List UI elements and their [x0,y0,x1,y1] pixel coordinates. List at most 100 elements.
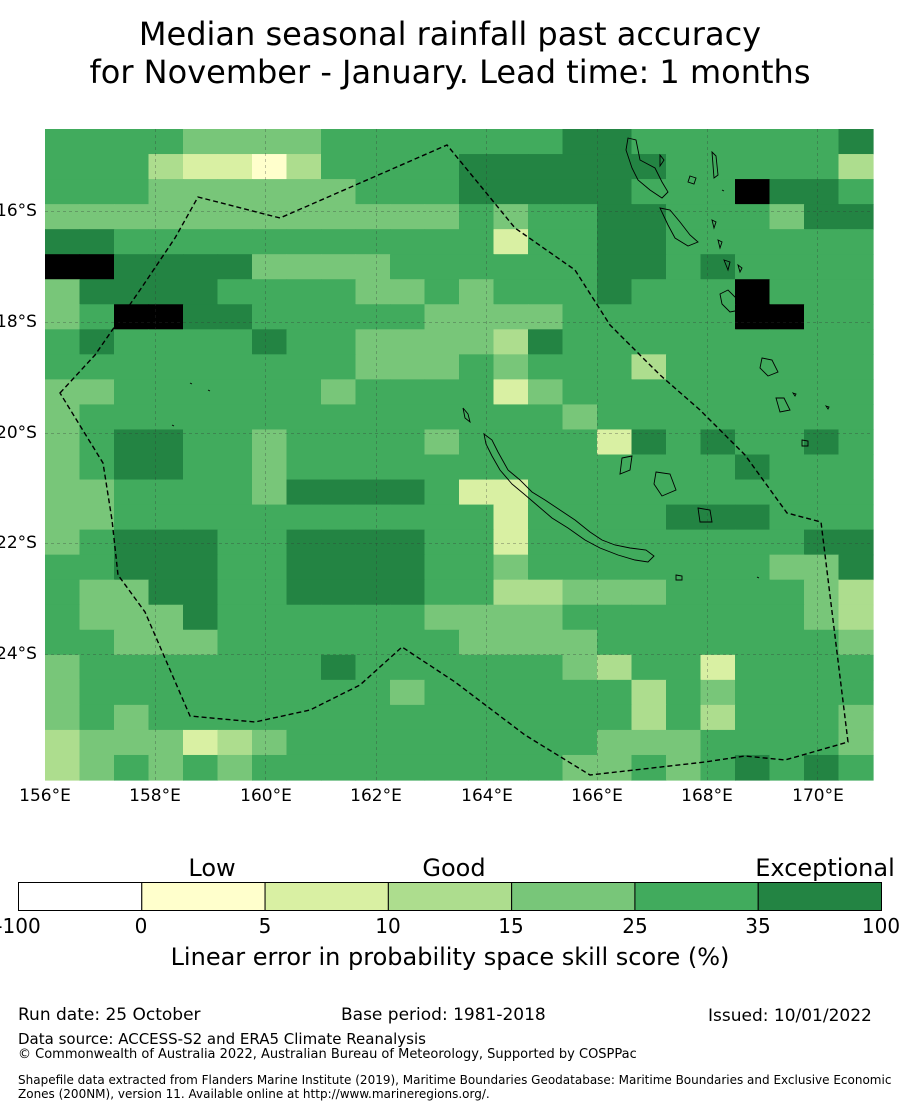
skill-cell [804,229,840,255]
skill-cell [217,479,253,506]
skill-cell [424,179,460,205]
skill-cell [804,704,840,731]
skill-cell [321,554,357,581]
skill-cell [148,129,184,155]
skill-cell [528,554,564,581]
skill-cell [700,704,736,731]
skill-cell [459,579,495,606]
skill-cell [217,579,253,606]
skill-cell [838,179,874,205]
skill-cell [838,579,874,606]
skill-cell [424,729,460,756]
skill-cell [562,504,598,531]
skill-cell [45,304,81,330]
skill-cell [321,379,357,406]
lon-label-166: 166°E [571,786,623,806]
skill-cell [562,529,598,556]
skill-cell [217,229,253,255]
skill-cell [493,154,529,180]
skill-cell [114,704,150,731]
skill-cell [321,129,357,155]
skill-cell [217,254,253,280]
skill-cell [597,754,633,781]
skill-cell [804,654,840,681]
skill-cell [321,729,357,756]
vanuatu-coast [625,137,830,447]
skill-cell [528,579,564,606]
skill-cell [183,554,219,581]
skill-cell [321,279,357,305]
skill-cell [562,579,598,606]
skill-cell [700,504,736,531]
skill-cell [597,654,633,681]
skill-cell [493,454,529,481]
skill-cell [735,679,771,706]
skill-cell [493,129,529,155]
skill-cell [45,229,81,255]
skill-cell [286,654,322,681]
skill-cell [114,154,150,180]
skill-cell [286,629,322,656]
skill-cell [183,404,219,431]
skill-cell [735,379,771,406]
skill-cell [631,754,667,781]
skill-cell [597,354,633,380]
graticule [45,129,873,780]
skill-cell [769,129,805,155]
skill-cell [79,379,115,406]
skill-cell [114,179,150,205]
skill-cell [562,229,598,255]
skill-cell [838,479,874,506]
skill-cell [562,654,598,681]
skill-cell [286,329,322,355]
skill-cell [735,629,771,656]
skill-cell [493,504,529,531]
skill-cell [735,429,771,456]
skill-cell [252,704,288,731]
skill-cell [321,629,357,656]
skill-cell [183,429,219,456]
skill-cell [79,579,115,606]
skill-cell [493,354,529,380]
skill-cell [459,304,495,330]
skill-cell [769,329,805,355]
skill-grid [45,129,874,781]
skill-cell [424,129,460,155]
skill-cell [148,329,184,355]
lat-label-24: 24°S [0,644,37,664]
skill-cell [424,404,460,431]
skill-cell [493,554,529,581]
skill-cell [390,579,426,606]
skill-cell [79,654,115,681]
skill-cell [183,179,219,205]
skill-cell [45,379,81,406]
skill-cell [700,604,736,631]
skill-cell [528,679,564,706]
skill-cell [597,404,633,431]
skill-cell [79,604,115,631]
skill-cell [769,679,805,706]
skill-cell [838,154,874,180]
skill-cell [45,754,81,781]
skill-cell [838,204,874,230]
skill-cell [493,279,529,305]
skill-cell [355,654,391,681]
skill-cell [321,329,357,355]
skill-cell [390,379,426,406]
skill-cell [424,354,460,380]
skill-cell [148,679,184,706]
skill-cell [493,654,529,681]
skill-cell [45,154,81,180]
skill-cell [700,404,736,431]
skill-cell [562,729,598,756]
skill-cell [493,204,529,230]
loyalty-islands-coast [462,407,713,581]
skill-cell [183,454,219,481]
skill-cell [252,304,288,330]
skill-cell [114,229,150,255]
skill-cell [321,479,357,506]
skill-cell [355,304,391,330]
skill-cell [459,679,495,706]
skill-cell [597,254,633,280]
skill-cell [769,229,805,255]
